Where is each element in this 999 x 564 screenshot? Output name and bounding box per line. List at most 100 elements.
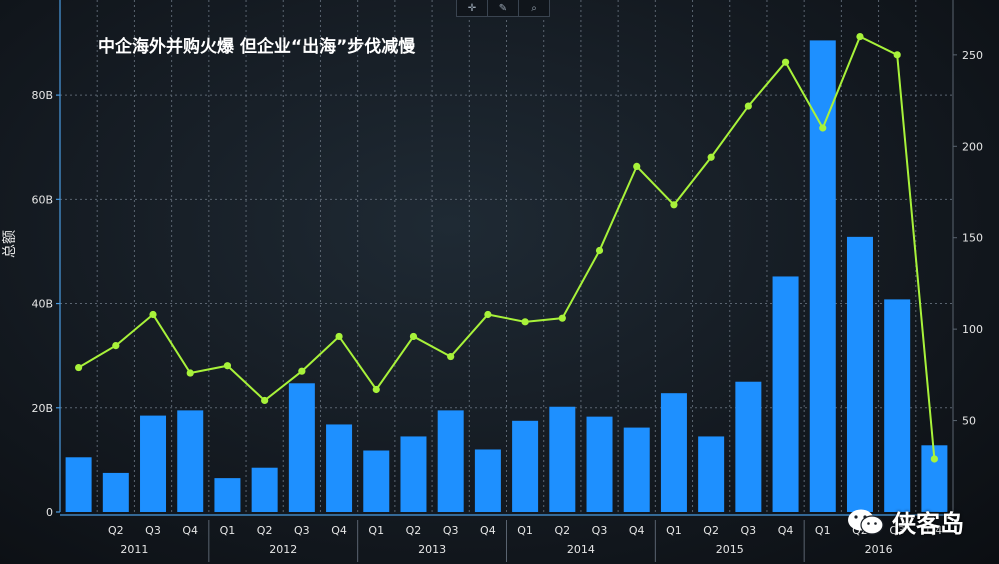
x-axis-quarter-label: Q4	[927, 524, 943, 537]
series-point	[335, 332, 343, 341]
series-point	[112, 342, 120, 350]
series-point	[186, 369, 194, 377]
series-point	[484, 310, 492, 319]
series-point	[149, 310, 157, 319]
bar	[735, 381, 762, 512]
x-axis-quarter-label: Q1	[517, 524, 533, 537]
x-axis-year-label: 2014	[567, 543, 595, 556]
series-point	[261, 396, 269, 405]
series-point	[372, 385, 380, 394]
bar	[549, 406, 576, 512]
bar	[140, 415, 167, 512]
x-axis-quarter-label: Q4	[331, 524, 347, 537]
x-axis-quarter-label: Q1	[666, 524, 682, 537]
x-axis-quarter-label: Q1	[815, 524, 831, 537]
bar	[474, 449, 501, 512]
x-axis-quarter-label: Q2	[703, 524, 719, 537]
series-point	[930, 455, 938, 463]
x-axis-year-label: 2015	[716, 543, 744, 556]
series-point	[707, 153, 715, 161]
x-axis-year-label: 2016	[865, 543, 893, 556]
wechat-logo-icon	[846, 507, 886, 537]
watermark-text: 侠客岛	[892, 510, 964, 538]
x-axis-quarter-label: Q4	[629, 524, 645, 537]
y-axis-left-tick-label: 0	[46, 506, 53, 519]
x-axis-quarter-label: Q3	[889, 524, 905, 537]
axes-layer: 0 20B 40B 60B 80B 50 100 150 200 250 Q2 Q3 Q4 Q1 Q2 Q3 Q…	[31, 0, 983, 562]
series-point	[223, 362, 232, 370]
y-axis-right-tick-label: 250	[962, 49, 983, 62]
series-point	[670, 201, 678, 209]
x-axis-quarter-label: Q3	[443, 524, 459, 537]
line-layer	[75, 32, 938, 463]
series-point	[409, 332, 418, 341]
series-point	[819, 124, 827, 132]
y-axis-left-tick-label: 20B	[31, 402, 53, 415]
bar	[288, 383, 315, 512]
bar	[846, 236, 873, 512]
x-axis-quarter-label: Q3	[592, 524, 608, 537]
grid-layer	[60, 0, 953, 512]
bar	[214, 478, 241, 512]
chart-toolbar: ✛ ✎ ⌕	[456, 0, 550, 17]
y-axis-left-label: 总额	[2, 230, 18, 258]
x-axis-quarter-label: Q2	[554, 524, 570, 537]
bar	[660, 393, 687, 512]
series-point	[633, 162, 641, 170]
chart-title: 中企海外并购火爆 但企业“出海”步伐减慢	[98, 36, 416, 57]
bar	[437, 410, 464, 512]
series-point	[856, 32, 864, 41]
bar	[772, 276, 799, 512]
series-point	[521, 318, 529, 326]
x-axis-year-label: 2013	[418, 543, 446, 556]
y-axis-right-tick-label: 50	[962, 415, 976, 428]
x-axis-quarter-label: Q3	[741, 524, 757, 537]
y-axis-left-tick-label: 80B	[31, 89, 53, 102]
series-point	[781, 58, 790, 66]
x-axis-quarter-label: Q4	[182, 524, 198, 537]
y-axis-right-tick-label: 200	[962, 140, 983, 153]
series-point	[298, 367, 306, 375]
bar	[809, 40, 836, 513]
pen-icon[interactable]: ✎	[488, 0, 519, 16]
bar	[177, 410, 204, 512]
x-axis-quarter-label: Q4	[778, 524, 794, 537]
bar	[512, 420, 539, 512]
x-axis-quarter-label: Q4	[480, 524, 496, 537]
bar	[102, 472, 129, 512]
x-axis-year-label: 2011	[120, 543, 148, 556]
bars-layer	[65, 40, 948, 513]
bar	[251, 467, 278, 512]
search-icon[interactable]: ⌕	[531, 2, 537, 14]
bar	[698, 436, 725, 512]
bar	[884, 299, 911, 512]
bar	[65, 457, 92, 512]
y-axis-right-tick-label: 100	[962, 323, 983, 336]
bar	[586, 416, 613, 512]
series-point	[595, 246, 604, 255]
series-point	[744, 102, 752, 110]
bar	[400, 436, 427, 512]
y-axis-left-tick-label: 40B	[31, 298, 53, 311]
series-line	[78, 35, 936, 460]
bar	[326, 424, 353, 512]
x-axis-quarter-label: Q3	[145, 524, 161, 537]
x-axis-quarter-label: Q2	[108, 524, 124, 537]
x-axis-quarter-label: Q1	[368, 524, 384, 537]
x-axis-year-label: 2012	[269, 543, 297, 556]
series-point	[447, 352, 455, 361]
series-point	[893, 51, 901, 59]
bar	[623, 427, 650, 512]
series-point	[75, 363, 83, 372]
y-axis-right-tick-label: 150	[962, 232, 983, 245]
bar	[363, 450, 390, 512]
crosshair-icon[interactable]: ✛	[457, 0, 488, 16]
x-axis-quarter-label: Q2	[406, 524, 422, 537]
y-axis-left-tick-label: 60B	[31, 193, 53, 206]
x-axis-quarter-label: Q2	[257, 524, 273, 537]
watermark: 侠客岛	[846, 504, 964, 539]
x-axis-quarter-label: Q1	[220, 524, 236, 537]
x-axis-quarter-label: Q3	[294, 524, 310, 537]
